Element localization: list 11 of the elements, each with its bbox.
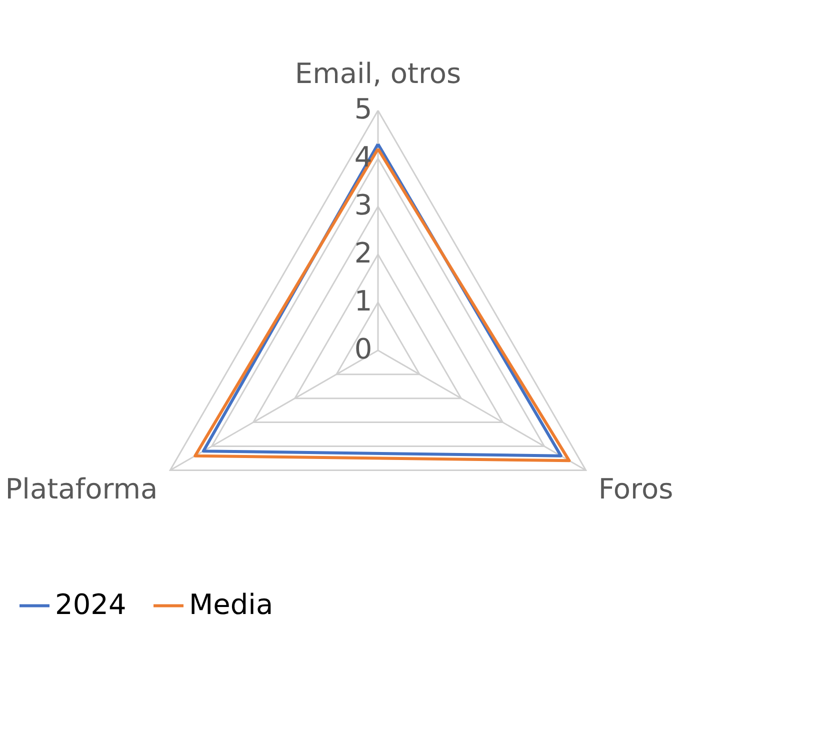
y-tick-label: 1 [354, 284, 372, 318]
y-tick-label: 3 [354, 188, 372, 222]
y-tick-label: 4 [354, 140, 372, 174]
legend-label: Media [189, 588, 274, 621]
spoke-label: Plataforma [5, 472, 158, 506]
y-tick-label: 2 [354, 236, 372, 270]
y-tick-label: 0 [354, 332, 372, 366]
y-tick-label: 5 [354, 92, 372, 126]
spoke-label: Foros [598, 472, 674, 506]
legend-label: 2024 [55, 588, 126, 621]
spoke-label: Email, otros [294, 56, 462, 90]
